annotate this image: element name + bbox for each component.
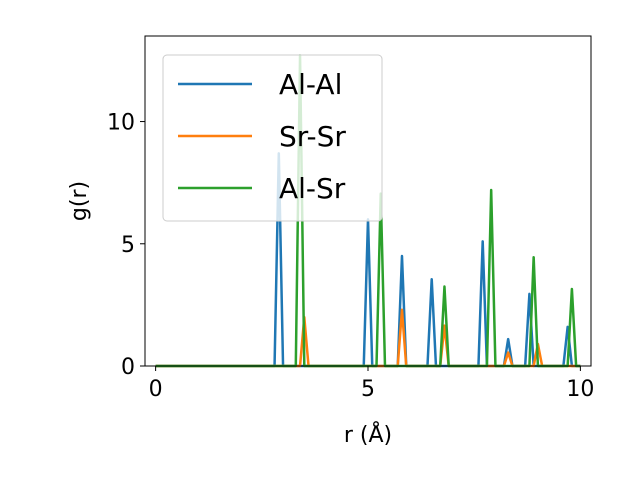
- legend: Al-Al Sr-Sr Al-Sr: [162, 54, 383, 222]
- y-axis-label: g(r): [67, 181, 92, 221]
- y-tick-label: 5: [121, 233, 135, 258]
- legend-box: [162, 54, 383, 222]
- x-tick-label: 5: [361, 377, 375, 402]
- series-line-sr-sr: [155, 308, 581, 368]
- legend-label-al-al: Al-Al: [279, 68, 342, 101]
- y-tick-label: 10: [107, 111, 135, 136]
- x-axis-ticks: 0 5 10: [149, 366, 594, 402]
- x-tick-label: 0: [149, 377, 163, 402]
- x-axis-label: r (Å): [344, 421, 392, 448]
- x-tick-label: 10: [566, 377, 594, 402]
- legend-label-al-sr: Al-Sr: [279, 172, 346, 205]
- y-tick-label: 0: [121, 355, 135, 380]
- y-axis-ticks: 0 5 10: [107, 111, 145, 380]
- legend-label-sr-sr: Sr-Sr: [279, 120, 346, 153]
